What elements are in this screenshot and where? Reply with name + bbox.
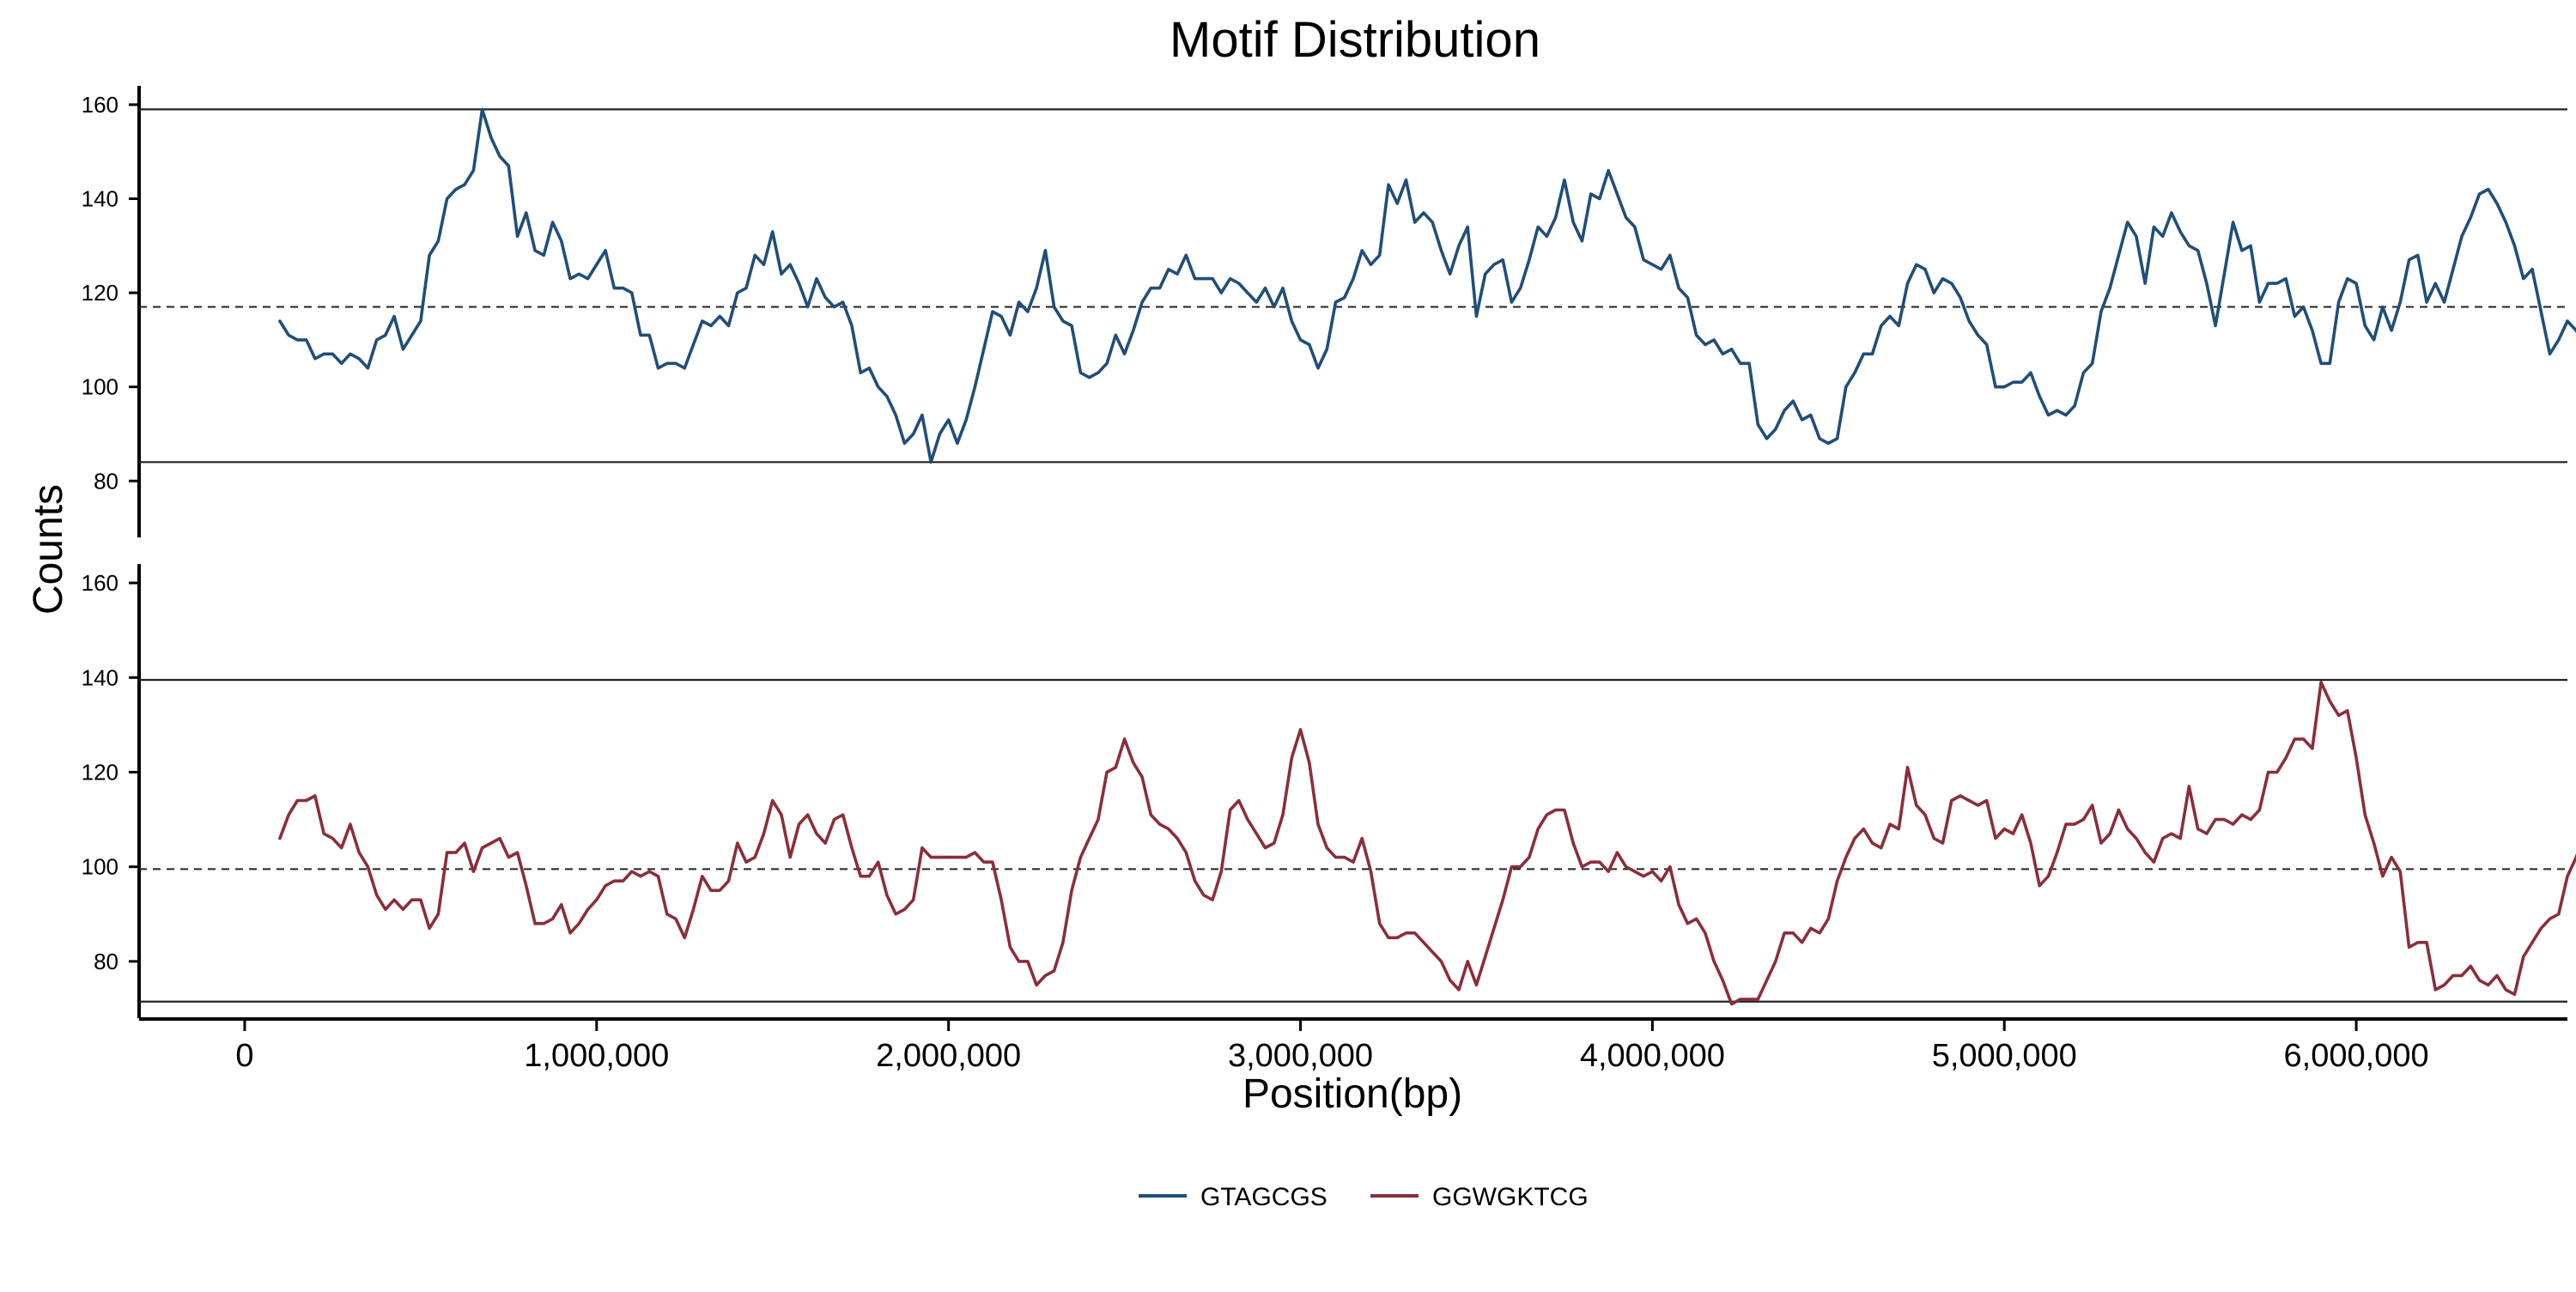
legend: GTAGCGS GGWGKTCG [1139,1183,1589,1211]
y-tick-label: 120 [82,759,118,785]
y-tick-label: 80 [94,949,118,974]
y-tick-label: 100 [82,374,118,400]
panel-top: 80 100 120 140 160 [82,86,2576,537]
y-tick-label: 160 [82,570,118,596]
y-tick-label: 160 [82,92,118,118]
series-line-ggwgktcg [278,681,2576,1006]
y-axis-title: Counts [26,484,71,615]
x-axis: 0 1,000,000 2,000,000 3,000,000 4,000,000 5,0… [139,1017,2567,1074]
x-tick-label: 1,000,000 [524,1038,669,1074]
y-tick-label: 80 [94,468,118,494]
series-line-gtagcgs [278,107,2576,464]
y-tick-label: 140 [82,186,118,212]
y-tick-label: 100 [82,854,118,880]
x-tick-label: 4,000,000 [1580,1038,1725,1074]
legend-label: GGWGKTCG [1432,1183,1589,1211]
legend-label: GTAGCGS [1200,1183,1327,1211]
chart-title: Motif Distribution [1170,12,1540,68]
x-tick-label: 6,000,000 [2284,1038,2429,1074]
plot-panels: 80 100 120 140 160 80 100 120 140 160 [82,86,2576,1018]
y-tick-label: 120 [82,280,118,306]
x-tick-label: 3,000,000 [1228,1038,1373,1074]
x-tick-label: 0 [235,1038,253,1074]
x-tick-label: 5,000,000 [1932,1038,2077,1074]
y-tick-label: 140 [82,664,118,690]
panel-bottom: 80 100 120 140 160 [82,564,2576,1018]
x-axis-title: Position(bp) [1242,1071,1462,1117]
x-tick-label: 2,000,000 [876,1038,1021,1074]
